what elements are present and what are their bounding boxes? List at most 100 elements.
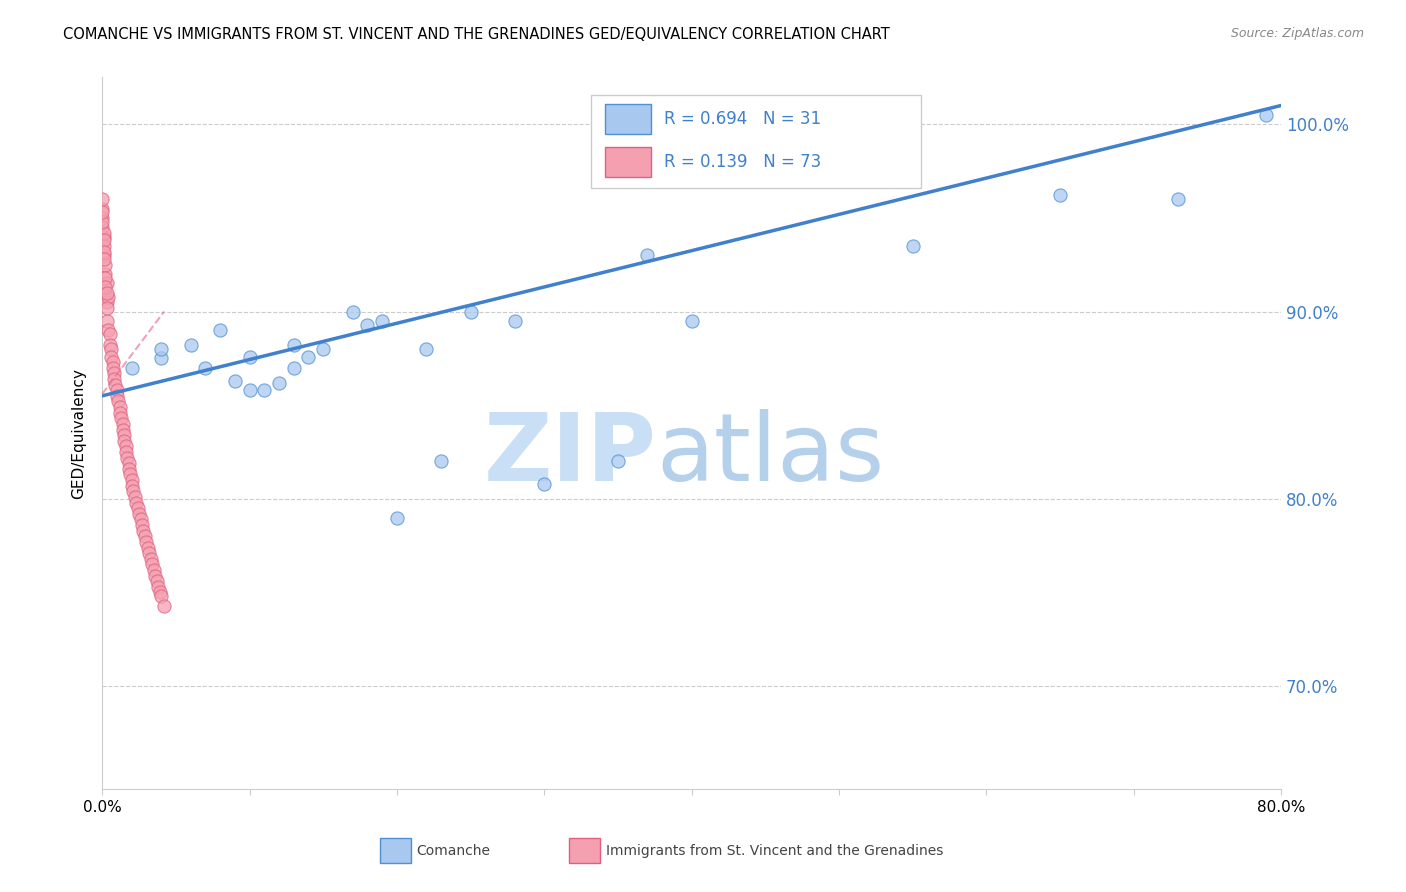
Point (93, 229, 115, 244)
Point (94, 270, 117, 285)
Point (141, 558, 163, 572)
Point (94, 258, 117, 272)
Point (111, 417, 134, 431)
Point (94, 267, 117, 281)
Point (124, 490, 146, 504)
Point (135, 535, 157, 549)
Point (101, 360, 124, 375)
Point (371, 314, 394, 328)
Point (606, 454, 628, 468)
Point (150, 342, 173, 356)
Point (107, 394, 129, 409)
Point (96, 314, 118, 328)
Point (153, 599, 176, 613)
Point (139, 551, 162, 566)
Point (108, 406, 131, 420)
Point (91, 202, 114, 216)
Point (118, 462, 141, 476)
Point (100, 350, 122, 364)
Point (93, 244, 115, 259)
Point (91, 214, 114, 228)
Point (238, 350, 260, 364)
Point (120, 467, 142, 482)
Point (93, 226, 115, 240)
Point (460, 304, 482, 318)
Point (1049, 188, 1071, 202)
Point (415, 342, 437, 356)
Point (114, 445, 136, 459)
Point (1256, 108, 1278, 122)
Text: Comanche: Comanche (416, 844, 491, 858)
Point (121, 360, 143, 375)
Point (121, 473, 143, 487)
Point (125, 495, 148, 509)
Point (209, 323, 232, 337)
Point (91, 192, 114, 206)
Point (122, 484, 145, 499)
Point (312, 342, 335, 356)
Text: atlas: atlas (657, 409, 884, 500)
Point (238, 383, 260, 397)
Point (97, 289, 120, 303)
Point (100, 342, 122, 356)
Point (103, 372, 125, 386)
Point (145, 574, 167, 589)
Point (129, 512, 152, 526)
Point (93, 252, 115, 266)
Point (131, 518, 153, 533)
Point (103, 367, 125, 381)
Point (149, 585, 172, 599)
Point (93, 248, 115, 262)
Point (110, 411, 132, 425)
Text: ZIP: ZIP (484, 409, 657, 500)
Text: COMANCHE VS IMMIGRANTS FROM ST. VINCENT AND THE GRENADINES GED/EQUIVALENCY CORRE: COMANCHE VS IMMIGRANTS FROM ST. VINCENT … (63, 27, 890, 42)
Point (111, 423, 134, 437)
Point (142, 563, 165, 577)
Point (681, 314, 703, 328)
Point (105, 383, 128, 397)
Point (93, 239, 115, 253)
Point (96, 277, 118, 291)
Point (114, 439, 136, 453)
Text: Immigrants from St. Vincent and the Grenadines: Immigrants from St. Vincent and the Gren… (606, 844, 943, 858)
Point (98, 338, 121, 352)
Point (356, 318, 378, 332)
Point (636, 248, 658, 262)
Point (533, 476, 555, 491)
Point (104, 377, 127, 392)
Point (101, 355, 124, 369)
Point (297, 350, 319, 364)
Point (430, 454, 453, 468)
Point (117, 450, 139, 465)
Point (143, 568, 166, 582)
Point (150, 351, 173, 366)
Point (224, 374, 246, 388)
Point (98, 326, 121, 341)
Point (342, 304, 364, 318)
Point (91, 205, 114, 219)
Point (93, 233, 115, 247)
Point (901, 239, 924, 253)
Point (121, 479, 143, 493)
Point (148, 580, 170, 594)
Point (97, 323, 120, 337)
Point (112, 434, 135, 448)
Point (283, 360, 305, 375)
Point (112, 428, 135, 442)
Point (267, 376, 290, 390)
Point (150, 589, 173, 603)
Point (253, 383, 276, 397)
Y-axis label: GED/Equivalency: GED/Equivalency (72, 368, 86, 499)
Point (94, 280, 117, 294)
Point (128, 507, 150, 521)
Point (105, 389, 128, 403)
Point (118, 456, 141, 470)
Point (134, 529, 156, 543)
Point (127, 501, 149, 516)
Point (108, 400, 131, 414)
Point (136, 541, 159, 555)
Point (1167, 192, 1189, 206)
Point (96, 295, 118, 310)
Point (283, 338, 305, 352)
Point (180, 338, 202, 352)
